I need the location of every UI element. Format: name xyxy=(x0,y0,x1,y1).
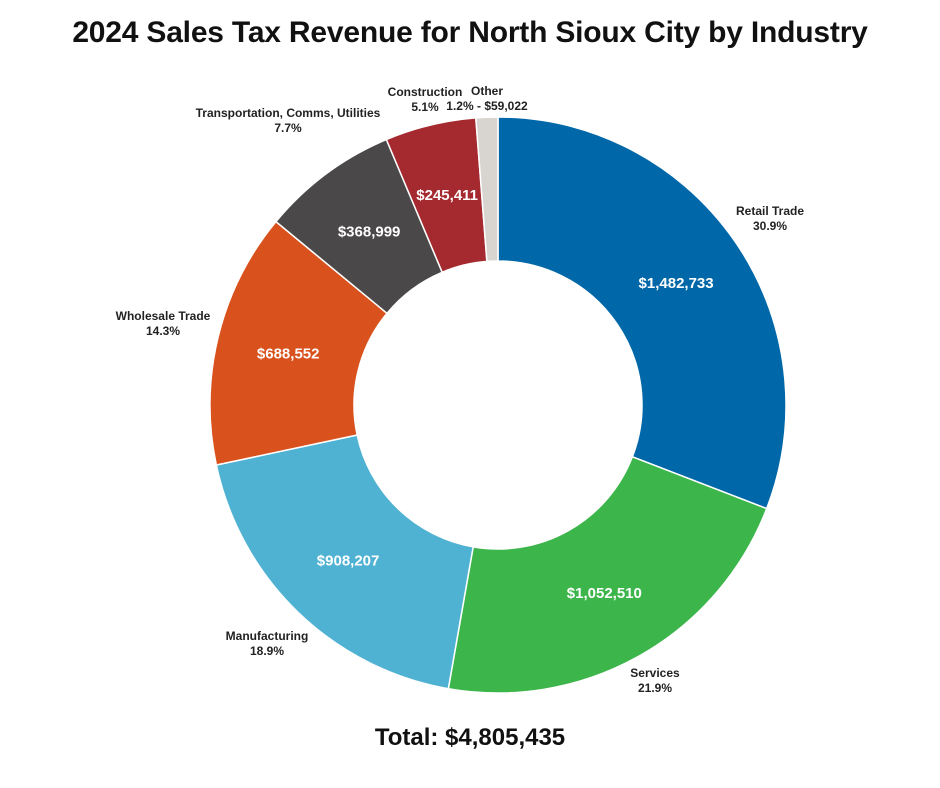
slice-retail-trade xyxy=(497,116,787,510)
value-label-retail-trade: $1,482,733 xyxy=(639,275,714,292)
slice-other xyxy=(474,116,499,263)
category-label-construction: Construction 5.1% xyxy=(388,85,463,114)
slice-wholesale-trade xyxy=(209,220,389,466)
value-label-wholesale-trade: $688,552 xyxy=(257,346,320,363)
value-label-manufacturing: $908,207 xyxy=(317,553,380,570)
slice-manufacturing xyxy=(215,434,475,690)
slice-services xyxy=(447,455,768,694)
category-label-other: Other 1.2% - $59,022 xyxy=(446,84,528,113)
category-label-transportation-comms-utilities: Transportation, Comms, Utilities 7.7% xyxy=(196,106,381,135)
value-label-construction: $245,411 xyxy=(416,187,478,204)
category-label-manufacturing: Manufacturing 18.9% xyxy=(226,629,309,658)
category-label-services: Services 21.9% xyxy=(630,666,680,695)
chart-title: 2024 Sales Tax Revenue for North Sioux C… xyxy=(72,16,868,49)
category-label-retail-trade: Retail Trade 30.9% xyxy=(736,204,804,233)
total-label: Total: $4,805,435 xyxy=(374,724,566,751)
category-label-wholesale-trade: Wholesale Trade 14.3% xyxy=(116,309,211,338)
value-label-services: $1,052,510 xyxy=(567,585,642,602)
value-label-transportation-comms-utilities: $368,999 xyxy=(338,224,401,241)
